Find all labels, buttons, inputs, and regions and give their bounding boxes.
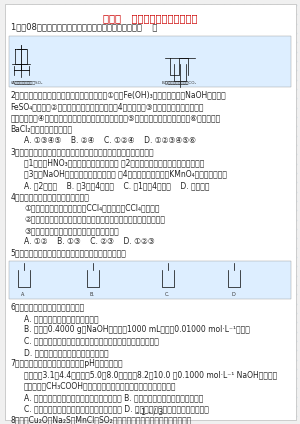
Text: A. 溶液呼中性，可选用甲基橙或酟酘做指示剂 B. 溶液呼碗性，只能用石蕊做指示剂: A. 溶液呼中性，可选用甲基橙或酟酘做指示剂 B. 溶液呼碗性，只能用石蕊做指示… [24, 393, 203, 402]
Text: ②在稀确与硬酸钠反应后的实验中，换掉注水为可用于高浓度的铜丝: ②在稀确与硬酸钠反应后的实验中，换掉注水为可用于高浓度的铜丝 [24, 215, 165, 224]
Text: 2．下列实验操作中，付器底端插入液面下的有①制备Fe(OH)₃，用胶头滴管将NaOH溶液滴入: 2．下列实验操作中，付器底端插入液面下的有①制备Fe(OH)₃，用胶头滴管将Na… [11, 91, 226, 100]
Text: ③将实验室的废酸液和废碗液中和后倒入排放: ③将实验室的废酸液和废碗液中和后倒入排放 [24, 226, 119, 235]
Text: 5．实验室中从某混合中分离出来，可选用下列装置中的: 5．实验室中从某混合中分离出来，可选用下列装置中的 [11, 249, 126, 258]
Text: FeSO₄溶液中；②制备氯气，防毒装置中玻璃管4的下端口；③计量石油时，测量温度所: FeSO₄溶液中；②制备氯气，防毒装置中玻璃管4的下端口；③计量石油时，测量温度… [11, 102, 204, 111]
Text: B. 容量取0.4000 g行NaOH固体配成1000 mL浓度为0.01000 mol·L⁻¹的溶液: B. 容量取0.4000 g行NaOH固体配成1000 mL浓度为0.01000… [24, 325, 250, 335]
Text: C.安控气体发生器: C.安控气体发生器 [11, 80, 32, 84]
FancyBboxPatch shape [4, 4, 296, 420]
Text: ①在萍取操作的演示实验中，CCl₄替代水改为CCl₄萍取碘水: ①在萍取操作的演示实验中，CCl₄替代水改为CCl₄萍取碘水 [24, 204, 160, 212]
Text: （3）用NaOH溶液清洗做过果糖的试管 （4）用浓盐酸清洗放过KMnO₄分解实验的试管: （3）用NaOH溶液清洗做过果糖的试管 （4）用浓盐酸清洗放过KMnO₄分解实验… [24, 170, 227, 179]
Text: C. 为除去草中的少量草酸钓，向混合物中加入适量的确水后过滤: C. 为除去草中的少量草酸钓，向混合物中加入适量的确水后过滤 [24, 337, 159, 346]
Text: 8．欲将Cu₂O、Na₂S、MnCl和SO₂的混合物分开，其必要的操作步骤为：: 8．欲将Cu₂O、Na₂S、MnCl和SO₂的混合物分开，其必要的操作步骤为： [11, 416, 192, 424]
Text: 甲基橙：3.1～4.4；石蕊：5.0～8.0；酟酘：8.2～10.0 用0.1000 mol·L⁻¹ NaOH溶液滴定: 甲基橙：3.1～4.4；石蕊：5.0～8.0；酟酘：8.2～10.0 用0.10… [24, 371, 277, 379]
Text: A. （2）不对    B. （3）（4）不对    C. （1）（4）不对    D. 全都正确: A. （2）不对 B. （3）（4）不对 C. （1）（4）不对 D. 全都正确 [24, 181, 209, 190]
Text: A. ①②    B. ①③    C. ②③    D. ①②③: A. ①② B. ①③ C. ②③ D. ①②③ [24, 237, 155, 246]
Text: D. 用激光照射浓确酸溶液的丁达尔现象: D. 用激光照射浓确酸溶液的丁达尔现象 [24, 348, 109, 357]
FancyBboxPatch shape [9, 36, 291, 87]
Text: C.: C. [165, 292, 170, 297]
Text: A. ①③④⑤    B. ②④    C. ①②④    D. ①②③④⑤⑥: A. ①③④⑤ B. ②④ C. ①②④ D. ①②③④⑤⑥ [24, 136, 196, 145]
Text: A.: A. [21, 292, 26, 297]
Text: A.实验需控制升温制SO₂: A.实验需控制升温制SO₂ [12, 80, 43, 84]
Text: A. 检测水蒸副量、乙醇、四氢比量: A. 检测水蒸副量、乙醇、四氢比量 [24, 314, 99, 323]
Text: 未知浓度的CH₃COOH溶液，反应恰好完全时，下列说明中正确的是: 未知浓度的CH₃COOH溶液，反应恰好完全时，下列说明中正确的是 [24, 382, 176, 391]
Text: （1）用税HNO₃清洗做过銀镜反应的试管 （2）用税盐酸清洗壁达右灰水的试玻璃: （1）用税HNO₃清洗做过銀镜反应的试管 （2）用税盐酸清洗壁达右灰水的试玻璃 [24, 159, 204, 167]
Text: 1．（08年江苏）下列装置或操作能达到实验目的的是（    ）: 1．（08年江苏）下列装置或操作能达到实验目的的是（ ） [11, 22, 157, 31]
Text: B.检验碳酸钓和碳酸钓: B.检验碳酸钓和碳酸钓 [162, 80, 189, 84]
FancyBboxPatch shape [9, 261, 291, 299]
Text: BaCl₂溶液中滴加碳酸钓液: BaCl₂溶液中滴加碳酸钓液 [11, 125, 73, 134]
Text: 专题七   化学实验基本操作作业纸: 专题七 化学实验基本操作作业纸 [103, 14, 197, 24]
Text: C. 溶液呼碗性，可选用甲基橙或酟酘做指示剂 D. 溶液呼碗性，只能选用酟酘做指示剂: C. 溶液呼碗性，可选用甲基橙或酟酘做指示剂 D. 溶液呼碗性，只能选用酟酘做指… [24, 404, 209, 413]
Text: D: D [231, 292, 235, 297]
Text: 4．下列符合化学实验「绿色化」的有: 4．下列符合化学实验「绿色化」的有 [11, 192, 89, 201]
Text: 6．以下实验操作不能达到目的的是: 6．以下实验操作不能达到目的的是 [11, 303, 85, 312]
Text: D.用水测定气体体积CO₂: D.用水测定气体体积CO₂ [165, 80, 197, 84]
Text: 用的温度计；④用乙醇和乙酸制作乙酸乙醇时的温度计；⑤用水吸收氯气时的导气管；⑥向试管中的: 用的温度计；④用乙醇和乙酸制作乙酸乙醇时的温度计；⑤用水吸收氯气时的导气管；⑥向… [11, 113, 221, 122]
Text: B.: B. [90, 292, 95, 297]
Text: 3．某学生做实验报告，发现以下方法分别能处理所用付器外观的操作: 3．某学生做实验报告，发现以下方法分别能处理所用付器外观的操作 [11, 147, 154, 156]
Text: 7．实验室现有三种酸碗指示剂，其pH变色范围如下: 7．实验室现有三种酸碗指示剂，其pH变色范围如下 [11, 359, 123, 368]
Text: - 1 - / 3: - 1 - / 3 [136, 407, 164, 416]
